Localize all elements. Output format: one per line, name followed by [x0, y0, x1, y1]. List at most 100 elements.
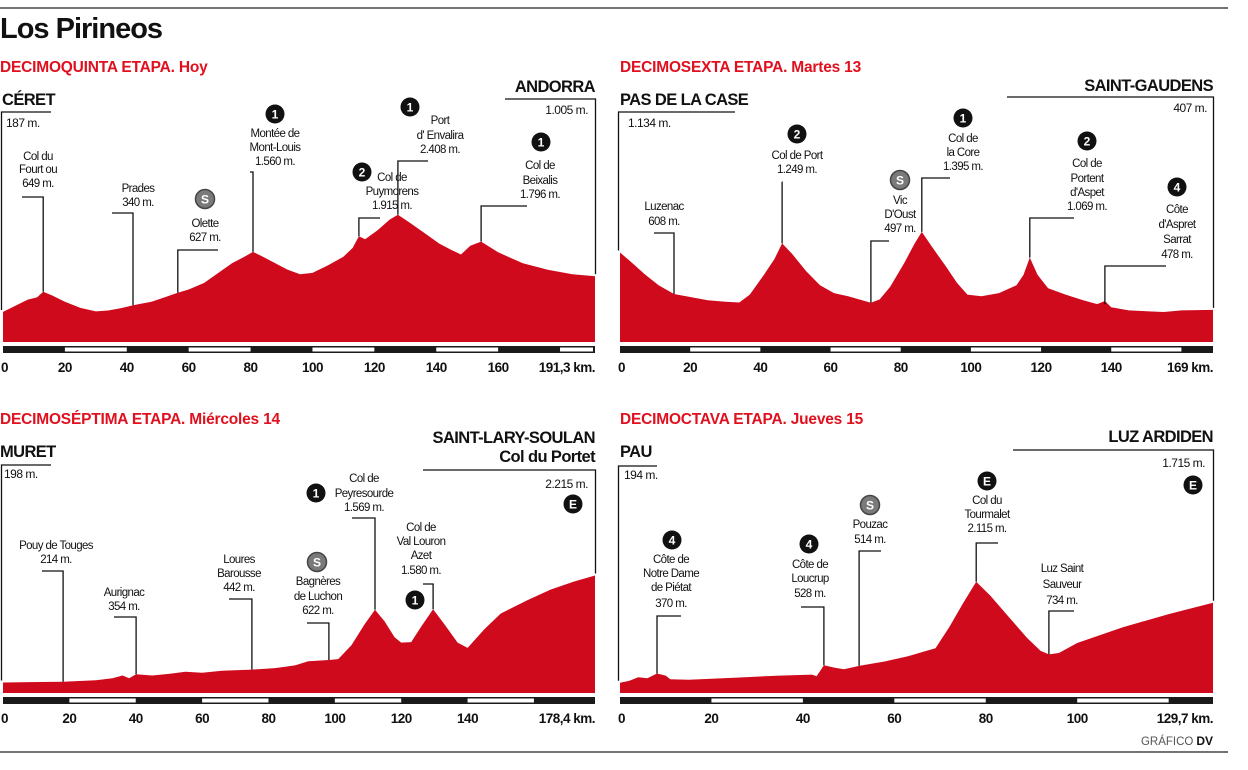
scale-bar-segment	[334, 698, 402, 703]
climb-name: Côte de	[792, 559, 828, 571]
climb-category-badge: 2	[787, 124, 807, 144]
climb-annotation: Prades 340 m.	[112, 183, 156, 306]
scale-bar-segment	[560, 347, 593, 352]
climb-name: Col de	[1072, 158, 1102, 170]
stage-panel: DECIMOQUINTA ETAPA. Hoy CÉRET 187 m. ANDORR…	[0, 59, 596, 375]
climb-leader-line	[177, 249, 218, 293]
stage-panel: DECIMOCTAVA ETAPA. Jueves 15 PAU 194 m. LUZ…	[617, 411, 1215, 726]
badge-label: S	[896, 173, 904, 187]
stage-panel: DECIMOSEXTA ETAPA. Martes 13 PAS DE LA CA…	[617, 59, 1214, 375]
climb-altitude: 1.580 m.	[401, 565, 441, 577]
climb-name: Azet	[411, 550, 433, 562]
badge-label: S	[313, 555, 321, 569]
climb-name: Pouzac	[853, 519, 889, 531]
badge-label: 1	[538, 135, 545, 149]
x-tick-label: 40	[753, 360, 767, 375]
climb-name: Barousse	[217, 568, 261, 580]
climb-altitude: 514 m.	[854, 534, 886, 546]
climb-name: Loures	[223, 554, 255, 566]
climb-annotation: Pouy de Touges 214 m.	[19, 540, 94, 682]
x-tick-label: 20	[62, 711, 76, 726]
climb-category-badge: S	[889, 169, 911, 191]
climb-name: Fourt ou	[19, 164, 57, 176]
distance-scale-bar: 0 20 40 60 80 100 120 140 178,4 km.	[1, 697, 596, 726]
finish-leader	[1013, 449, 1215, 601]
elevation-profile	[3, 575, 595, 693]
finish-altitude: 2.215 m.	[545, 477, 588, 491]
scale-bar-segment	[1077, 698, 1169, 703]
start-leader	[0, 111, 51, 310]
finish-town: SAINT-GAUDENS	[1084, 77, 1213, 95]
climb-name: Bagnères	[296, 576, 341, 588]
distance-total-label: 129,7 km.	[1157, 711, 1213, 726]
climb-leader-line	[870, 240, 889, 303]
climb-annotation: Col de la Core 1.395 m. 1	[921, 108, 984, 232]
credit-label: GRÁFICO	[1141, 735, 1193, 748]
climb-category-badge: 4	[799, 534, 819, 554]
climb-leader-line	[229, 598, 253, 670]
climb-name: d'Aspet	[1070, 187, 1105, 199]
climb-leader-line	[397, 160, 428, 215]
climb-leader-line	[42, 570, 64, 682]
climb-category-badge: 1	[405, 590, 425, 610]
climb-annotation: Bagnères de Luchon 622 m. S	[294, 551, 343, 660]
climb-name: Col du	[23, 151, 53, 163]
climb-category-badge: S	[194, 188, 216, 210]
climb-name: Prades	[122, 183, 156, 195]
badge-label: E	[1189, 478, 1197, 492]
climb-name: Col de	[406, 522, 436, 534]
climb-name: Val Louron	[397, 536, 446, 548]
start-town: PAS DE LA CASE	[620, 91, 749, 109]
climb-name: Luzenac	[644, 201, 684, 213]
climb-name: de Piétat	[651, 582, 692, 594]
climb-name: Loucrup	[791, 573, 829, 585]
climb-name: Côte de	[653, 554, 689, 566]
climb-annotation: Vic D'Oust 497 m. S	[870, 169, 918, 303]
start-altitude: 187 m.	[6, 116, 40, 130]
finish-altitude: 1.005 m.	[545, 103, 588, 117]
x-tick-label: 120	[391, 711, 412, 726]
climb-name: Port	[431, 115, 451, 127]
elevation-profile	[620, 581, 1213, 693]
climb-altitude: 1.069 m.	[1067, 201, 1107, 213]
x-tick-label: 40	[120, 360, 134, 375]
climb-altitude: 734 m.	[1046, 595, 1078, 607]
start-leader	[617, 465, 657, 681]
finish-altitude: 407 m.	[1173, 101, 1207, 115]
climb-annotation: Col de Val Louron Azet 1.580 m. 1	[397, 522, 446, 610]
climb-annotation: Côte de Notre Dame de Piétat 370 m. 4	[643, 530, 700, 674]
climb-category-badge: 1	[531, 132, 551, 152]
climb-name: Col de	[525, 160, 555, 172]
x-tick-label: 140	[457, 711, 478, 726]
distance-scale-bar: 0 20 40 60 80 100 129,7 km.	[618, 697, 1214, 726]
climb-altitude: 608 m.	[648, 216, 680, 228]
x-tick-label: 20	[683, 360, 697, 375]
climb-name: Col de	[349, 473, 379, 485]
climb-name: Mont-Louis	[250, 142, 302, 154]
badge-label: 1	[960, 111, 967, 125]
climb-altitude: 214 m.	[40, 554, 72, 566]
climb-altitude: 528 m.	[794, 588, 826, 600]
stage-panel: DECIMOSÉPTIMA ETAPA. Miércoles 14 MURET 19…	[0, 411, 597, 726]
finish-category-badge: E	[563, 494, 583, 514]
start-altitude: 1.134 m.	[628, 116, 671, 130]
climb-altitude: 354 m.	[108, 601, 140, 613]
start-altitude: 198 m.	[4, 467, 38, 481]
climb-name: d' Envalira	[417, 130, 465, 142]
climb-altitude: 497 m.	[884, 223, 916, 235]
climb-altitude: 2.408 m.	[420, 144, 460, 156]
climb-annotation: Côte d'Aspret Sarrat 478 m. 4	[1104, 177, 1198, 305]
badge-label: 2	[359, 165, 366, 179]
climb-category-badge: E	[977, 471, 997, 491]
climb-name: Portent	[1071, 173, 1105, 185]
scale-bar-segment	[1111, 347, 1182, 352]
climb-name: Beixalis	[523, 175, 559, 187]
climb-name: Vic	[893, 195, 908, 207]
x-tick-label: 60	[195, 711, 209, 726]
climb-annotation: Côte de Loucrup 528 m. 4	[791, 534, 829, 666]
climb-altitude: 627 m.	[189, 232, 221, 244]
climb-altitude: 1.915 m.	[372, 200, 412, 212]
climb-altitude: 340 m.	[122, 197, 154, 209]
start-leader	[0, 464, 51, 681]
stage-title: DECIMOCTAVA ETAPA. Jueves 15	[620, 411, 864, 428]
